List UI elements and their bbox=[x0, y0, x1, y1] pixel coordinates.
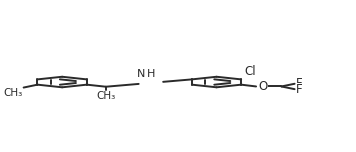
Text: H: H bbox=[146, 69, 155, 79]
Text: CH₃: CH₃ bbox=[96, 91, 115, 101]
Text: Cl: Cl bbox=[244, 65, 256, 78]
Text: CH₃: CH₃ bbox=[4, 88, 23, 98]
Text: O: O bbox=[258, 80, 268, 93]
Text: F: F bbox=[296, 83, 303, 96]
Text: F: F bbox=[296, 77, 303, 90]
Text: N: N bbox=[137, 69, 145, 79]
